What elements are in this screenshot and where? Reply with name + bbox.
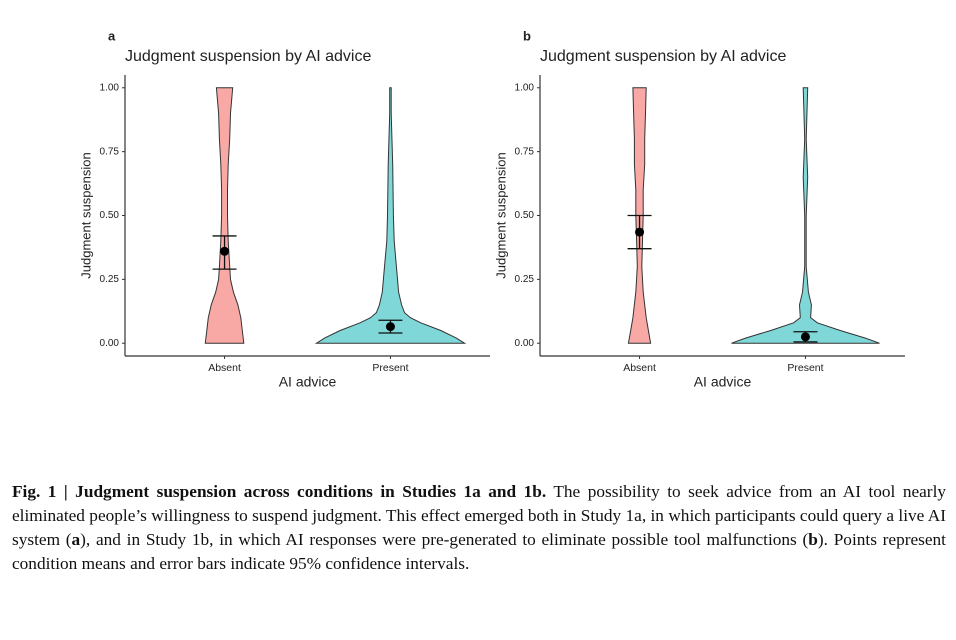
y-tick-label: 0.50 <box>515 210 535 221</box>
violin <box>204 87 245 344</box>
y-tick-label: 0.75 <box>515 146 535 157</box>
x-tick-label: Present <box>372 362 408 374</box>
x-tick-label: Present <box>787 362 823 374</box>
mean-point <box>385 322 395 332</box>
figure: a Judgment suspension by AI advice Judgmen… <box>78 28 905 390</box>
caption-text: ). Points represent condition means and … <box>12 530 946 573</box>
caption-text: Fig. 1 | Judgment suspension across cond… <box>12 482 547 501</box>
y-tick-label: 0.00 <box>515 338 535 349</box>
x-tick-label: Absent <box>208 362 241 374</box>
y-tick-label: 0.25 <box>100 274 120 285</box>
violin <box>731 87 880 344</box>
caption: Fig. 1 | Judgment suspension across cond… <box>12 480 946 576</box>
x-axis-title: AI advice <box>694 374 752 390</box>
chart-title: Judgment suspension by AI advice <box>125 48 371 65</box>
x-tick-label: Absent <box>623 362 656 374</box>
caption-text: ), and in Study 1b, in which AI response… <box>80 530 809 549</box>
y-axis-title: Judgment suspension <box>493 152 508 278</box>
violin <box>314 87 467 344</box>
mean-point <box>220 246 230 256</box>
mean-point <box>800 332 810 342</box>
y-tick-label: 0.50 <box>100 210 120 221</box>
panel-label: b <box>523 28 531 43</box>
caption-text: The possibility to seek advice from an A… <box>12 482 947 549</box>
panel-label: a <box>108 28 116 43</box>
x-axis-title: AI advice <box>279 374 337 390</box>
y-tick-label: 0.00 <box>100 338 120 349</box>
y-axis-title: Judgment suspension <box>78 152 93 278</box>
mean-point <box>635 227 645 237</box>
y-tick-label: 0.25 <box>515 274 535 285</box>
y-tick-label: 1.00 <box>515 82 535 93</box>
caption-text: b <box>808 530 818 549</box>
y-tick-label: 0.75 <box>100 146 120 157</box>
chart-title: Judgment suspension by AI advice <box>540 48 786 65</box>
caption-text: a <box>71 530 81 549</box>
y-tick-label: 1.00 <box>100 82 120 93</box>
